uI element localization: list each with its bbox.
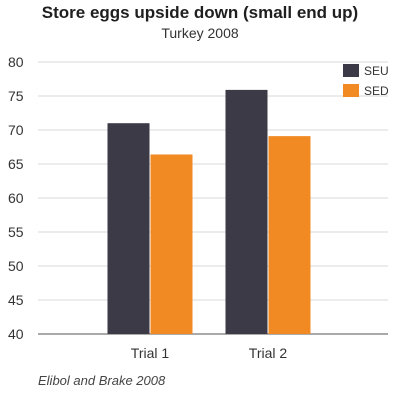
chart-title: Store eggs upside down (small end up) — [41, 3, 359, 22]
legend: SEU SED — [343, 64, 389, 98]
source-note: Elibol and Brake 2008 — [38, 373, 166, 388]
y-tick-label: 55 — [8, 224, 24, 240]
gridlines — [38, 61, 388, 335]
bar-seu-trial-2 — [225, 89, 268, 334]
x-tick-label: Trial 1 — [131, 345, 170, 361]
y-tick-label: 75 — [8, 88, 24, 104]
bar-seu-trial-1 — [107, 123, 150, 334]
legend-label-seu: SEU — [364, 64, 389, 78]
bar-sed-trial-1 — [150, 154, 193, 334]
y-tick-label: 45 — [8, 292, 24, 308]
chart-subtitle: Turkey 2008 — [161, 25, 239, 41]
legend-swatch-sed — [343, 84, 359, 97]
y-tick-label: 60 — [8, 190, 24, 206]
y-tick-label: 50 — [8, 258, 24, 274]
y-tick-label: 80 — [8, 54, 24, 70]
bar-sed-trial-2 — [268, 136, 311, 334]
y-tick-label: 65 — [8, 156, 24, 172]
y-tick-label: 40 — [8, 326, 24, 342]
bars — [107, 89, 311, 334]
legend-swatch-seu — [343, 64, 359, 77]
axes: 40 45 50 55 60 65 70 75 80 Trial 1 Trial 2 — [8, 54, 287, 361]
legend-label-sed: SED — [364, 84, 389, 98]
y-tick-label: 70 — [8, 122, 24, 138]
x-tick-label: Trial 2 — [249, 345, 288, 361]
